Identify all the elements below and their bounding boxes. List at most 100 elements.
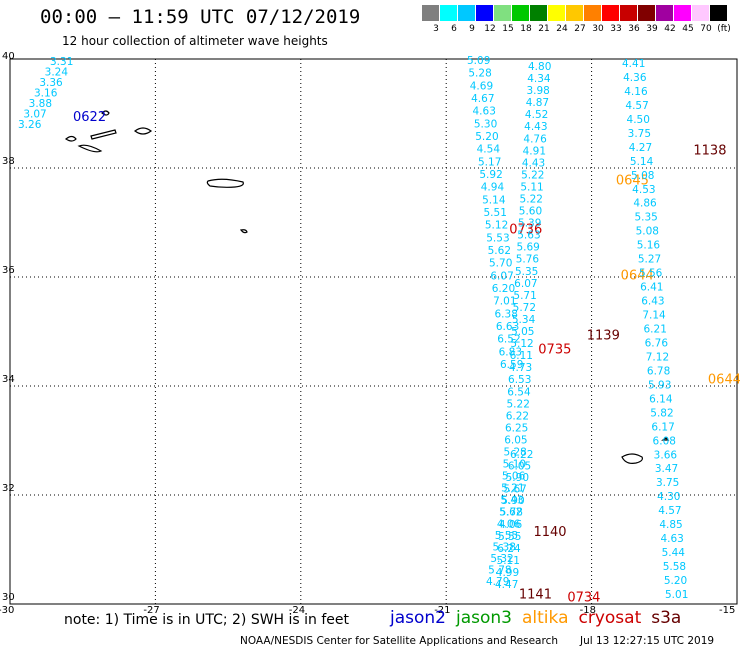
x-tick-label: -27 [143, 605, 160, 616]
swh-value: 5.11 [497, 555, 520, 567]
swh-value-labels: 3.313.243.363.163.883.073.265.095.284.69… [18, 55, 688, 601]
swh-value: 6.25 [505, 422, 528, 434]
colorbar-swatch [620, 5, 637, 21]
pass-time-label: 0645 [616, 173, 649, 188]
island-terceira [133, 127, 153, 135]
pass-time-label: 0734 [567, 590, 600, 605]
y-tick-label: 38 [2, 156, 15, 167]
colorbar-swatch [512, 5, 529, 21]
swh-value: 5.08 [631, 170, 654, 182]
colorbar-label: 27 [574, 24, 586, 34]
swh-value: 4.06 [497, 518, 521, 530]
swh-value: 4.43 [522, 157, 545, 169]
swh-value: 7.14 [642, 310, 666, 322]
colorbar-label: 39 [646, 24, 658, 34]
swh-value: 5.05 [511, 326, 534, 338]
swh-value: 3.98 [526, 85, 549, 97]
island-porto-santo [661, 437, 670, 441]
swh-value: 5.56 [639, 268, 663, 280]
swh-value: 5.35 [515, 266, 538, 278]
swh-value: 4.94 [481, 182, 505, 194]
swh-value: 4.57 [658, 505, 681, 517]
swh-value: 5.20 [475, 131, 498, 143]
swh-value: 5.12 [485, 220, 508, 232]
colorbar-label: 33 [610, 24, 622, 34]
swh-value: 6.83 [499, 346, 522, 358]
swh-value: 5.55 [495, 530, 518, 542]
swh-value: 5.90 [506, 472, 529, 484]
pass-time-label: 1141 [519, 588, 552, 603]
swh-value: 7.01 [493, 296, 516, 308]
swh-value: 5.82 [650, 407, 673, 419]
legend-entry: jason3 [456, 608, 512, 628]
island-coastlines [64, 110, 670, 464]
swh-value: 5.93 [648, 379, 671, 391]
swh-value: 4.06 [499, 519, 523, 531]
pass-time-label: 1138 [693, 143, 726, 158]
swh-value: 3.36 [39, 77, 63, 89]
swh-value: 4.86 [633, 198, 657, 210]
swh-value: 4.67 [471, 93, 494, 105]
swh-value: 5.01 [665, 589, 688, 601]
swh-value: 5.60 [519, 206, 542, 218]
swh-value: 5.28 [468, 68, 491, 80]
note-text: note: 1) Time is in UTC; 2) SWH is in fe… [64, 612, 350, 628]
pass-time-label: 0735 [538, 342, 571, 357]
x-tick-label: -21 [434, 605, 451, 616]
swh-value: 3.07 [23, 109, 46, 121]
swh-value: 5.62 [488, 245, 511, 257]
swh-value: 4.53 [632, 184, 655, 196]
swh-value: 4.87 [526, 97, 549, 109]
colorbar-swatch [440, 5, 457, 21]
swh-value: 5.92 [479, 169, 502, 181]
colorbar-swatch [494, 5, 511, 21]
colorbar-swatch [602, 5, 619, 21]
swh-value: 5.06 [502, 471, 526, 483]
colorbar-label: 12 [484, 24, 496, 34]
swh-value: 5.34 [512, 314, 536, 326]
x-tick-label: -18 [579, 605, 596, 616]
colorbar-swatch [638, 5, 655, 21]
swh-value: 6.08 [653, 435, 676, 447]
swh-value: 3.75 [656, 477, 679, 489]
swh-value: 4.57 [625, 100, 648, 112]
swh-value: 6.53 [508, 374, 531, 386]
swh-value: 4.34 [527, 73, 551, 85]
swh-value: 5.43 [500, 495, 523, 507]
swh-value: 4.80 [528, 61, 551, 73]
swh-value: 4.41 [622, 58, 645, 70]
swh-value: 3.88 [29, 98, 52, 110]
swh-value: 5.62 [499, 507, 522, 519]
swh-value: 6.63 [496, 321, 519, 333]
swh-value: 5.51 [484, 207, 507, 219]
colorbar-swatch [548, 5, 565, 21]
swh-value: 5.14 [482, 194, 506, 206]
legend-entry: jason2 [390, 608, 446, 628]
swh-value: 4.63 [660, 533, 683, 545]
pass-time-label: 1140 [533, 525, 566, 540]
colorbar-label: 21 [538, 24, 550, 34]
swh-value: 5.30 [474, 118, 497, 130]
swh-value: 6.59 [500, 359, 523, 371]
y-tick-label: 32 [2, 483, 15, 494]
colorbar-swatch [656, 5, 673, 21]
map-gridlines [10, 59, 737, 604]
swh-value: 5.78 [488, 564, 511, 576]
chart-subtitle: 12 hour collection of altimeter wave hei… [62, 34, 328, 48]
swh-value: 4.85 [659, 519, 682, 531]
swh-value: 5.78 [500, 507, 523, 519]
colorbar-swatch [566, 5, 583, 21]
swh-value: 5.27 [638, 254, 661, 266]
swh-value: 3.26 [18, 119, 42, 131]
swh-value: 4.63 [473, 106, 496, 118]
island-madeira [621, 453, 643, 464]
colorbar-label: (ft) [717, 24, 731, 34]
colorbar-label: 6 [451, 24, 457, 34]
swh-value: 5.22 [521, 169, 544, 181]
swh-value: 5.16 [637, 240, 661, 252]
swh-value: 4.91 [523, 145, 546, 157]
colorbar-label: 70 [700, 24, 712, 34]
colorbar-label: 45 [682, 24, 694, 34]
island-santa-maria [239, 229, 248, 234]
legend-entry: s3a [651, 608, 682, 628]
